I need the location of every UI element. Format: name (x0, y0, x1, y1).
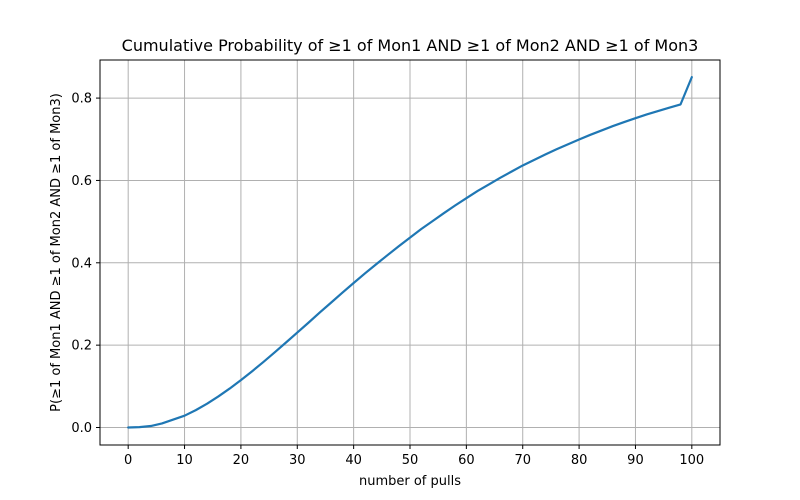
y-axis-label: P(≥1 of Mon1 AND ≥1 of Mon2 AND ≥1 of Mo… (49, 93, 64, 412)
y-tick-label: 0.8 (71, 92, 92, 107)
x-tick-label: 80 (571, 453, 588, 468)
series-layer (127, 76, 693, 429)
x-tick-label: 50 (402, 453, 419, 468)
x-tick-label: 30 (289, 453, 306, 468)
ticks: 0 10 20 30 40 50 60 70 80 90 100 0.0 0.2 0.4 0.6 0.8 (71, 92, 704, 468)
x-axis-label: number of pulls (359, 474, 461, 489)
x-tick-label: 20 (233, 453, 250, 468)
x-tick-label: 100 (679, 453, 704, 468)
x-tick-label: 10 (176, 453, 193, 468)
x-tick-label: 40 (345, 453, 362, 468)
y-tick-label: 0.6 (71, 174, 92, 189)
x-tick-label: 90 (627, 453, 644, 468)
x-tick-label: 70 (514, 453, 531, 468)
x-tick-label: 60 (458, 453, 475, 468)
x-tick-label: 0 (124, 453, 132, 468)
y-tick-label: 0.4 (71, 256, 92, 271)
grid (100, 60, 720, 445)
series-line (127, 76, 693, 429)
y-tick-label: 0.0 (71, 421, 92, 436)
chart-title: Cumulative Probability of ≥1 of Mon1 AND… (122, 36, 699, 55)
y-tick-label: 0.2 (71, 339, 92, 354)
